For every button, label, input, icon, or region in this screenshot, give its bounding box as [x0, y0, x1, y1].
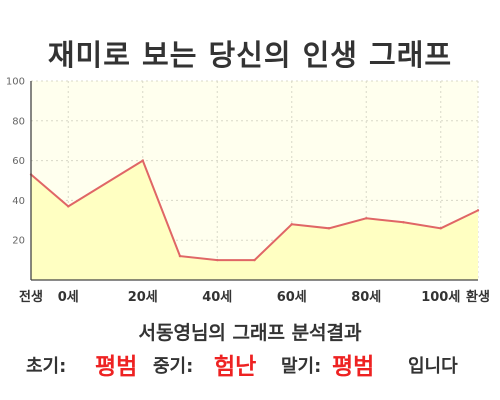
x-tick-label: 40세 — [202, 290, 232, 305]
x-tick-label: 60세 — [277, 290, 307, 305]
data-line — [30, 159, 479, 262]
x-tick-label: 20세 — [128, 290, 158, 305]
y-tick-label: 60 — [12, 156, 25, 167]
mid-value: 험난 — [214, 354, 257, 380]
early-value: 평범 — [95, 354, 138, 380]
y-tick-label: 40 — [12, 196, 25, 207]
result-subtitle: 서동영님의 그래프 분석결과 — [138, 322, 362, 344]
x-tick-labels: 전생 0세 20세 40세 60세 80세 100세 환생 — [19, 289, 490, 305]
x-tick-label: 100세 — [421, 290, 460, 305]
chart-title: 재미로 보는 당신의 인생 그래프 — [47, 38, 453, 72]
late-value: 평범 — [332, 354, 375, 380]
x-tick-label: 환생 — [466, 289, 490, 305]
result-line: 초기: 평범 중기: 험난 말기: 평범 입니다 — [0, 342, 500, 382]
y-tick-label: 20 — [12, 236, 25, 247]
mid-label: 중기: — [153, 356, 194, 377]
x-tick-label: 0세 — [58, 290, 79, 305]
y-tick-label: 80 — [12, 116, 25, 127]
ending-text: 입니다 — [408, 356, 458, 377]
late-label: 말기: — [281, 356, 322, 377]
x-tick-label: 전생 — [19, 289, 43, 305]
x-tick-label: 80세 — [351, 290, 381, 305]
early-label: 초기: — [26, 356, 67, 377]
data-area — [31, 160, 478, 280]
y-tick-label: 100 — [6, 77, 25, 88]
y-tick-labels: 20 40 60 80 100 — [6, 77, 25, 247]
